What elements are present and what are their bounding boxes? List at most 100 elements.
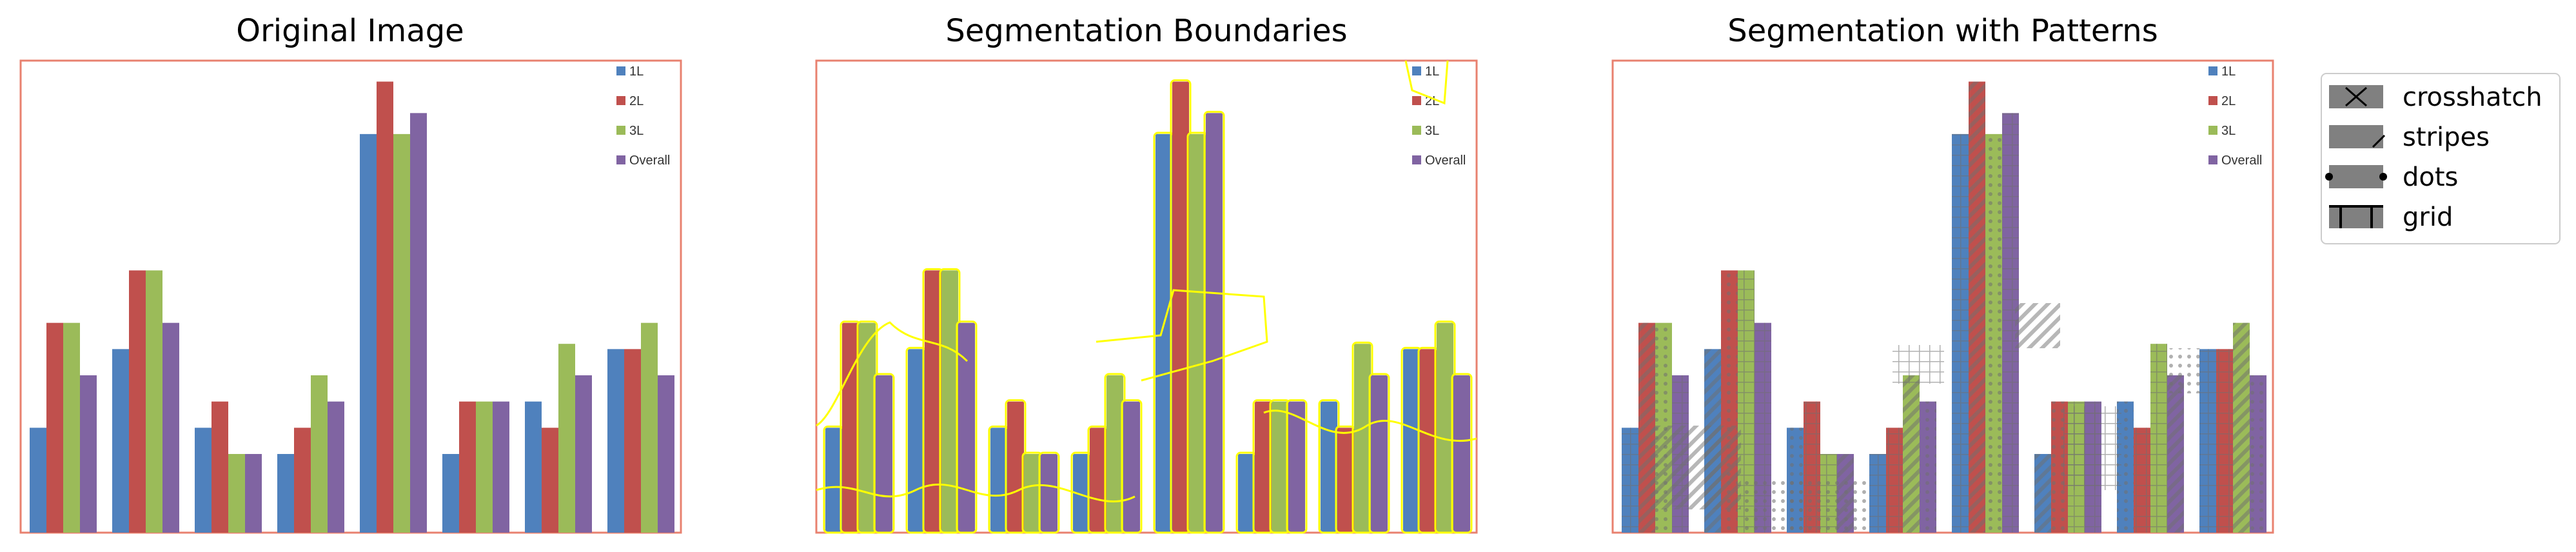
pattern-legend-box (2321, 73, 2561, 244)
legend-label: 3L (2221, 124, 2236, 138)
bar-boundary (1286, 399, 1308, 534)
pattern-region (2167, 348, 2205, 393)
segmentation-boundaries (816, 60, 1477, 503)
bar-pattern (2233, 322, 2250, 533)
bar-2l-0 (46, 322, 63, 533)
bar-overall-5 (1288, 401, 1305, 533)
grid-swatch (2329, 205, 2383, 228)
boundary-path (816, 483, 1136, 503)
bar-2l-5 (459, 401, 476, 533)
bar-2l-7 (624, 349, 641, 533)
bar-3l-2 (228, 454, 245, 533)
bar-2l-6 (1337, 428, 1354, 533)
dots-swatch (2329, 165, 2383, 188)
legend-swatch (616, 126, 625, 135)
bar-overall-7 (658, 375, 674, 533)
panel-title: Segmentation Boundaries (945, 13, 1347, 49)
bar-1l-3 (277, 454, 294, 533)
panel-segmentation-with-patterns: Segmentation with Patterns 1L 2L 3L Overall (1611, 13, 2274, 534)
bar-2l-3 (1090, 428, 1106, 533)
bar-2l-5 (1255, 401, 1272, 533)
bar-3l-0 (859, 322, 876, 533)
boundary-path (816, 321, 968, 427)
legend-swatch (1412, 66, 1421, 75)
bar-1l-7 (1403, 349, 1420, 533)
bar-1l-0 (30, 428, 46, 533)
bar-overall-2 (245, 454, 262, 533)
bar-1l-2 (990, 428, 1007, 533)
bar-pattern (1920, 401, 1936, 533)
pattern-legend-label: stripes (2403, 123, 2490, 152)
series-legend: 1L 2L 3L Overall (2208, 64, 2262, 168)
bar-1l-6 (1321, 401, 1337, 533)
bar-3l-6 (1354, 344, 1371, 533)
pattern-region (1651, 426, 1741, 509)
bar-1l-4 (1155, 133, 1172, 533)
bar-pattern (2034, 454, 2051, 533)
panel-title: Segmentation with Patterns (1727, 13, 2158, 49)
bar-boundary (1451, 373, 1473, 534)
bar-3l-7 (1437, 322, 1453, 533)
pattern-legend-item: crosshatch (2329, 83, 2542, 112)
bar-boundary (1368, 373, 1390, 534)
legend-swatch (1412, 155, 1421, 164)
bar-overall-4 (410, 113, 427, 533)
background-pattern-regions (1651, 303, 2205, 533)
pattern-legend-item: dots (2325, 163, 2458, 192)
bar-boundary (1203, 110, 1225, 534)
bar-pattern (1969, 81, 1985, 533)
bar-overall-4 (1206, 113, 1223, 533)
legend-label: 1L (2221, 64, 2236, 79)
legend-label: Overall (1425, 153, 1466, 168)
bar-2l-7 (1420, 349, 1437, 533)
boundary-path (1263, 409, 1477, 442)
bar-overall-3 (328, 401, 344, 533)
pattern-legend-item: stripes (2329, 123, 2490, 152)
bar-2l-4 (1172, 81, 1189, 533)
legend-swatch (2208, 66, 2217, 75)
bar-overall-6 (1371, 375, 1388, 533)
boundary-path (1096, 289, 1268, 382)
bar-3l-4 (1189, 133, 1206, 533)
bar-2l-1 (925, 270, 941, 533)
bar-3l-5 (476, 401, 493, 533)
bar-3l-7 (641, 322, 658, 533)
legend-swatch (2208, 126, 2217, 135)
legend-label: 1L (629, 64, 644, 79)
bar-3l-6 (558, 344, 575, 533)
bar-overall-5 (493, 401, 509, 533)
bar-2l-0 (842, 322, 859, 533)
bar-overall-0 (876, 375, 892, 533)
bar-pattern (2250, 375, 2266, 533)
bar-1l-6 (525, 401, 542, 533)
bar-pattern (1985, 133, 2002, 533)
bar-2l-2 (1007, 401, 1024, 533)
bar-3l-1 (941, 270, 958, 533)
legend-label: 2L (2221, 94, 2236, 108)
legend-swatch (1412, 96, 1421, 105)
pattern-region (1741, 477, 1870, 533)
bar-overall-2 (1041, 454, 1057, 533)
bar-3l-5 (1272, 401, 1288, 533)
bar-overall-1 (958, 322, 975, 533)
bar-1l-7 (607, 349, 624, 533)
bar-3l-4 (393, 133, 410, 533)
bar-3l-0 (63, 322, 80, 533)
bar-boundary (1121, 399, 1143, 534)
legend-label: 3L (629, 124, 644, 138)
bar-pattern (1869, 454, 1886, 533)
pattern-region (2063, 406, 2121, 490)
legend-label: Overall (629, 153, 670, 168)
bar-pattern (1622, 428, 1638, 533)
bar-pattern (2134, 428, 2150, 533)
panel-original-image: Original Image 1L 2L 3L Overall (19, 13, 682, 534)
pattern-legend-label: grid (2403, 202, 2453, 232)
bar-2l-3 (294, 428, 311, 533)
bar-boundary (1038, 451, 1060, 534)
bar-2l-2 (211, 401, 228, 533)
legend-label: Overall (2221, 153, 2262, 168)
bar-1l-2 (195, 428, 211, 533)
